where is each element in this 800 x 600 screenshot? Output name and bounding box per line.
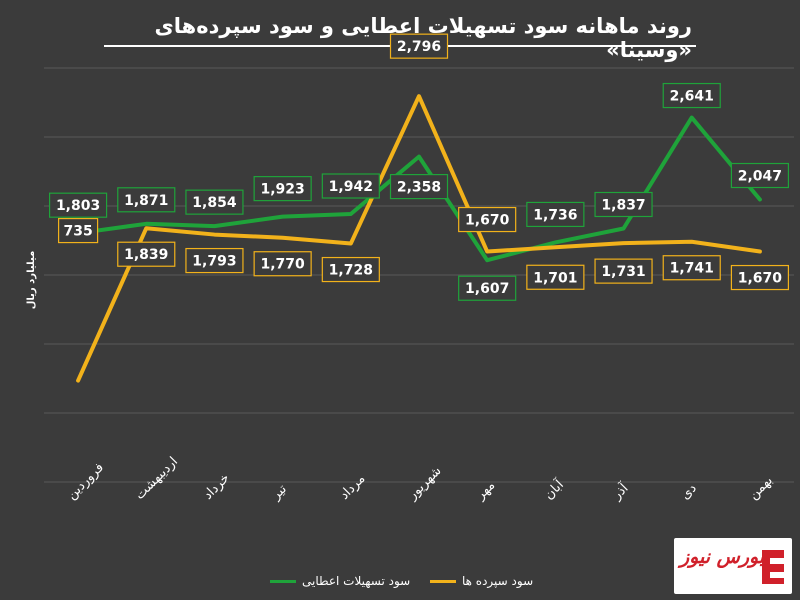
data-label-box	[662, 82, 721, 109]
data-label-box	[321, 256, 380, 283]
bourse-news-logo: بورس نیوز	[674, 538, 792, 594]
legend-label-loans: سود تسهیلات اعطایی	[302, 574, 411, 588]
data-label-box	[389, 33, 449, 59]
data-label-text: 2,641	[670, 89, 714, 105]
data-label: 1,854	[185, 189, 244, 215]
data-label-text: 1,793	[192, 254, 236, 270]
data-label-box	[321, 173, 380, 199]
x-tick-label: دی	[678, 481, 700, 503]
data-label-box	[594, 258, 653, 284]
data-label-box	[48, 192, 108, 218]
data-label-box	[662, 255, 721, 281]
logo-text: بورس نیوز	[680, 546, 765, 568]
data-label-box	[458, 206, 517, 233]
data-label: 1,728	[321, 256, 380, 283]
data-label: 1,670	[458, 206, 517, 233]
series-lines	[76, 94, 762, 383]
data-label: 1,701	[526, 264, 585, 290]
data-label: 2,796	[389, 33, 449, 59]
data-label-box	[57, 217, 99, 244]
data-label-text: 2,796	[397, 39, 441, 55]
data-label-text: 1,837	[601, 197, 645, 213]
data-label: 1,839	[117, 241, 176, 267]
data-label: 1,741	[662, 255, 721, 281]
legend: سود تسهیلات اعطایی سود سپرده ها	[250, 570, 590, 592]
legend-swatch-deposits	[430, 579, 456, 583]
logo-mark-icon	[762, 550, 784, 584]
data-label: 1,871	[117, 187, 176, 213]
data-label-text: 2,047	[738, 169, 782, 185]
data-label-text: 1,839	[124, 247, 168, 263]
legend-item-deposits: سود سپرده ها	[430, 570, 533, 592]
data-label: 1,837	[594, 191, 653, 218]
series-line-0	[76, 115, 762, 263]
data-label-box	[117, 187, 176, 213]
x-tick-label: اردیبهشت	[132, 454, 180, 502]
data-label-text: 1,871	[124, 193, 168, 209]
legend-label-deposits: سود سپرده ها	[462, 574, 534, 588]
y-axis-label: میلیارد ریال	[26, 251, 37, 310]
data-label: 1,607	[458, 275, 517, 301]
data-label: 1,770	[253, 251, 312, 277]
data-label-box	[253, 251, 312, 277]
data-label: 2,641	[662, 82, 721, 109]
data-label-text: 1,701	[533, 270, 577, 286]
data-label: 1,942	[321, 173, 380, 199]
data-label-box	[730, 264, 790, 291]
data-label-box	[526, 201, 585, 228]
data-label-text: 1,607	[465, 281, 509, 297]
data-label-text: 1,728	[329, 263, 373, 279]
data-labels: 1,803 1,871 1,854 1,923 1,942 2,358 1,607 1,736…	[48, 33, 790, 301]
data-label-text: 2,358	[397, 180, 441, 196]
data-label-text: 1,854	[192, 195, 237, 211]
series-line-1	[76, 94, 762, 383]
data-label-text: 1,731	[601, 264, 645, 280]
data-label: 1,670	[730, 264, 790, 291]
data-label: 1,793	[185, 247, 244, 274]
data-label-box	[185, 189, 244, 215]
data-label: 1,923	[253, 176, 312, 202]
data-label-text: 1,803	[56, 198, 100, 214]
data-label: 1,803	[48, 192, 108, 218]
data-label-box	[730, 162, 790, 189]
data-label-text: 1,741	[670, 261, 714, 277]
data-label-box	[458, 275, 517, 301]
x-tick-labels: فروردین اردیبهشت خرداد تیر مرداد شهریور مهر آبا…	[64, 454, 776, 503]
data-label-box	[117, 241, 176, 267]
data-label: 735	[57, 217, 99, 244]
data-label-text: 1,770	[260, 257, 305, 273]
data-label-box	[526, 264, 585, 290]
data-label-box	[185, 247, 244, 274]
data-label: 2,358	[389, 173, 449, 200]
x-tick-label: تیر	[268, 482, 290, 504]
data-label-text: 1,670	[465, 213, 510, 229]
data-label: 1,736	[526, 201, 585, 228]
legend-swatch-loans	[270, 579, 296, 583]
legend-item-loans: سود تسهیلات اعطایی	[270, 570, 410, 592]
x-tick-label: آبان	[540, 475, 568, 503]
x-tick-label: خرداد	[201, 471, 233, 503]
data-label-box	[389, 173, 449, 200]
data-label: 1,731	[594, 258, 653, 284]
data-label: 2,047	[730, 162, 790, 189]
data-label-text: 1,942	[329, 179, 373, 195]
data-label-box	[253, 176, 312, 202]
data-label-text: 735	[63, 224, 92, 240]
data-label-text: 1,736	[533, 207, 577, 223]
x-tick-label: بهمن	[746, 473, 776, 503]
data-label-box	[594, 191, 653, 218]
data-label-text: 1,670	[738, 271, 783, 287]
x-tick-label: مرداد	[337, 471, 368, 502]
data-label-text: 1,923	[260, 182, 304, 198]
x-tick-label: شهریور	[405, 463, 445, 503]
